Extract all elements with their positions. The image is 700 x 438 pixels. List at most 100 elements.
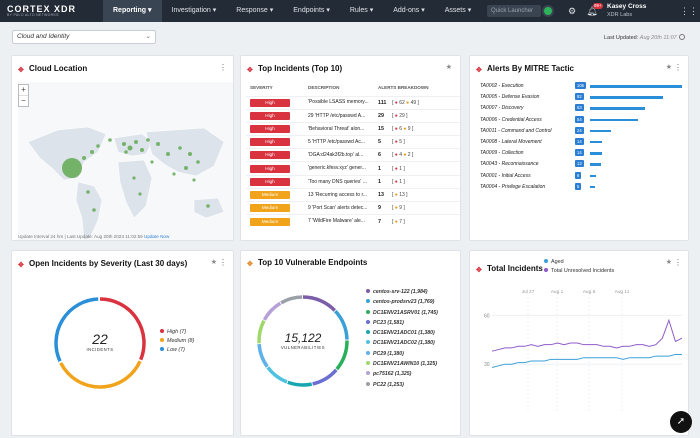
mitre-row[interactable]: TA0043 - Reconnaissance 13 xyxy=(480,159,688,170)
mitre-row[interactable]: TA0008 - Lateral Movement 14 xyxy=(480,137,688,148)
total-incidents-line-chart[interactable]: 60 30 Jul 27 Aug 1 Aug 6 Aug 11 xyxy=(470,283,689,433)
incident-description[interactable]: 'DGA:d24ak3f2b.top' al... xyxy=(308,152,364,159)
series-line[interactable] xyxy=(491,318,683,352)
col-description[interactable]: DESCRIPTION xyxy=(308,85,340,91)
more-options-icon[interactable]: ⋮ xyxy=(674,63,682,72)
star-icon[interactable]: ★ xyxy=(665,64,672,71)
drag-grip-icon[interactable]: ✥ xyxy=(247,67,253,74)
zoom-out-button[interactable]: − xyxy=(19,95,28,106)
incident-description[interactable]: 7 'WildFire Malware' ale... xyxy=(308,218,365,225)
col-alerts-breakdown[interactable]: ALERTS BREAKDOWN xyxy=(378,85,429,91)
severity-donut-chart[interactable] xyxy=(50,293,150,393)
endpoint-legend-item[interactable]: centos-prodsrv23 (1,769) xyxy=(366,299,438,309)
help-assistant-button[interactable]: ➚ xyxy=(670,411,692,433)
donut-slice[interactable] xyxy=(280,295,303,305)
update-now-link[interactable]: Update Now xyxy=(144,234,170,239)
legend-medium[interactable]: Medium (8) xyxy=(160,338,194,347)
table-row[interactable]: High 'generic.kfesv.xyz' gener... 1[ ● 1… xyxy=(246,161,460,176)
donut-slice[interactable] xyxy=(302,295,336,312)
nav-addons[interactable]: Add-ons ▾ xyxy=(393,7,425,14)
endpoint-legend-item[interactable]: PC22 (1,253) xyxy=(366,381,438,392)
mitre-row[interactable]: TA0006 - Credential Access 54 xyxy=(480,115,688,126)
donut-slice[interactable] xyxy=(99,297,146,361)
legend-aged[interactable]: Aged xyxy=(544,259,614,268)
incident-description[interactable]: 29 'HTTP /etc/passwd A... xyxy=(308,112,366,119)
nav-investigation[interactable]: Investigation ▾ xyxy=(171,7,217,14)
table-row[interactable]: Medium 13 'Recurring access to r... 13[ … xyxy=(246,187,460,202)
more-options-icon[interactable]: ⋮ xyxy=(219,258,227,267)
donut-slice[interactable] xyxy=(266,366,288,384)
series-line[interactable] xyxy=(491,353,682,368)
table-row[interactable]: High 'DGA:d24ak3f2b.top' al... 6 [ ● 4 ● … xyxy=(246,148,460,162)
incident-description[interactable]: 13 'Recurring access to r... xyxy=(308,191,368,198)
table-row[interactable]: High 5 'HTTP /etc/passwd Ac... 5[ ● 5 ] xyxy=(246,135,460,149)
table-row[interactable]: High 'Too many DNS queries' ... 1[ ● 1 ] xyxy=(246,174,460,189)
endpoint-legend-item[interactable]: DC1ENV21ASRV01 (1,745) xyxy=(366,309,438,320)
endpoint-legend-item[interactable]: PC29 (1,380) xyxy=(366,350,438,361)
endpoint-legend-item[interactable]: DC1ENV21ADC02 (1,380) xyxy=(366,340,438,350)
drag-grip-icon[interactable]: ✥ xyxy=(18,67,24,74)
drag-grip-icon[interactable]: ✥ xyxy=(247,261,253,268)
apps-grid-icon[interactable]: ⋮⋮ xyxy=(680,6,698,16)
incident-description[interactable]: 9 'Port Scan' alerts detec... xyxy=(308,204,368,211)
endpoint-legend-item[interactable]: pc75162 (1,325) xyxy=(366,371,438,381)
col-severity[interactable]: SEVERITY xyxy=(250,85,273,91)
mitre-row[interactable]: TA0009 - Collection 14 xyxy=(480,148,688,159)
incident-description[interactable]: 'Too many DNS queries' ... xyxy=(308,178,367,185)
star-icon[interactable]: ★ xyxy=(445,64,452,71)
vulnerabilities-donut-chart[interactable] xyxy=(253,291,353,391)
donut-slice[interactable] xyxy=(257,319,266,344)
legend-total-unresolved[interactable]: Total Unresolved Incidents xyxy=(544,268,614,277)
incident-description[interactable]: 'generic.kfesv.xyz' gener... xyxy=(308,165,366,172)
legend-low[interactable]: Low (7) xyxy=(160,347,194,356)
mitre-row[interactable]: TA0002 - Execution 106 xyxy=(480,81,688,92)
nav-rules[interactable]: Rules ▾ xyxy=(349,7,374,14)
donut-slice[interactable] xyxy=(262,301,282,321)
mitre-row[interactable]: TA0011 - Command and Control 24 xyxy=(480,126,688,137)
more-options-icon[interactable]: ⋮ xyxy=(674,258,682,267)
user-menu[interactable]: Kasey Cross XDR Labs xyxy=(607,3,646,19)
nav-assets[interactable]: Assets ▾ xyxy=(444,7,472,14)
nav-endpoints[interactable]: Endpoints ▾ xyxy=(293,7,330,14)
mitre-row[interactable]: TA0005 - Defense Evasion 82 xyxy=(480,92,688,103)
zoom-in-button[interactable]: + xyxy=(21,85,26,94)
donut-slice[interactable] xyxy=(312,368,338,386)
notifications-bell-icon[interactable]: 🔔︎ xyxy=(586,6,598,16)
nav-reporting[interactable]: Reporting ▾ xyxy=(103,0,162,22)
drag-grip-icon[interactable]: ✥ xyxy=(476,67,482,74)
donut-slice[interactable] xyxy=(335,340,349,371)
incident-description[interactable]: 5 'HTTP /etc/passwd Ac... xyxy=(308,138,365,145)
quick-launcher-icon[interactable] xyxy=(542,5,554,17)
donut-slice[interactable] xyxy=(287,380,313,387)
settings-gear-icon[interactable]: ⚙ xyxy=(567,6,577,16)
star-icon[interactable]: ★ xyxy=(210,259,217,266)
donut-slice[interactable] xyxy=(59,360,142,389)
incident-description[interactable]: 'Behavioral Threat' alon... xyxy=(308,125,365,132)
incident-description[interactable]: 'Possible LSASS memory... xyxy=(308,99,369,106)
more-options-icon[interactable]: ⋮ xyxy=(219,63,227,72)
mitre-row[interactable]: TA0004 - Privilege Escalation 5 xyxy=(480,182,688,193)
table-row[interactable]: Medium 9 'Port Scan' alerts detec... 9[ … xyxy=(246,200,460,215)
dashboard-selector[interactable]: Cloud and Identity ⌄ xyxy=(12,30,156,44)
world-map[interactable] xyxy=(18,82,234,241)
endpoint-legend-item[interactable]: DC1ENV21AWIN10 (1,325) xyxy=(366,361,438,371)
mitre-row[interactable]: TA0007 - Discovery 63 xyxy=(480,103,688,114)
legend-high[interactable]: High (7) xyxy=(160,329,194,338)
table-row[interactable]: High 'Possible LSASS memory... 111 [ ● 62… xyxy=(246,95,460,110)
donut-slice[interactable] xyxy=(54,297,99,363)
nav-response[interactable]: Response ▾ xyxy=(236,7,274,14)
endpoint-legend-item[interactable]: PC23 (1,581) xyxy=(366,319,438,330)
table-row[interactable]: High 29 'HTTP /etc/passwd A... 29[ ● 29 … xyxy=(246,108,460,123)
mitre-row[interactable]: TA0001 - Initial Access 6 xyxy=(480,171,688,182)
table-row[interactable]: High 'Behavioral Threat' alon... 15 [ ● 6… xyxy=(246,121,460,136)
quick-launcher-input[interactable]: Quick Launcher xyxy=(487,5,541,17)
drag-grip-icon[interactable]: ✥ xyxy=(476,267,482,274)
endpoint-legend-item[interactable]: DC1ENV21ADC01 (1,380) xyxy=(366,330,438,340)
drag-grip-icon[interactable]: ✥ xyxy=(18,262,24,269)
donut-slice[interactable] xyxy=(333,309,349,340)
endpoint-legend-item[interactable]: centos-srv-122 (1,984) xyxy=(366,289,438,299)
refresh-icon[interactable] xyxy=(678,34,685,40)
cortex-xdr-logo[interactable]: CORTEX XDR BY PALO ALTO NETWORKS xyxy=(7,4,77,17)
donut-slice[interactable] xyxy=(257,343,269,368)
table-row[interactable]: Medium 7 'WildFire Malware' ale... 7[ ● … xyxy=(246,214,460,228)
